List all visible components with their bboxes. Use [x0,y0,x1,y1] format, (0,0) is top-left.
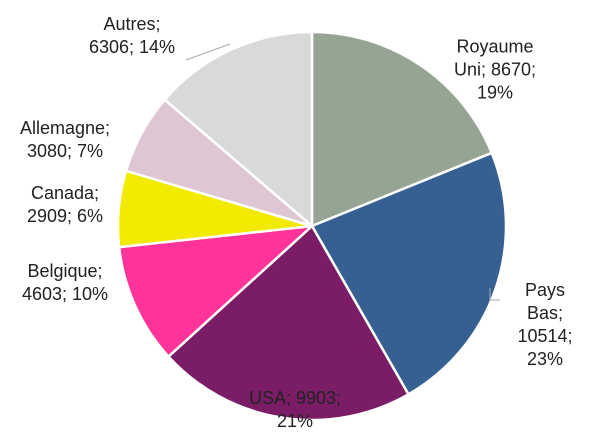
label-category: Royaume Uni [453,36,534,80]
data-label: Belgique; 4603; 10% [10,260,120,306]
pie-slice [117,224,316,359]
label-separator: ; [62,284,73,304]
label-value: 9903 [295,388,337,408]
label-value: 4603 [21,284,62,304]
data-label: USA; 9903; 21% [233,387,357,433]
label-value: 8670 [490,59,532,80]
label-percent: 6% [77,206,104,226]
label-category: Pays Bas [524,280,566,323]
label-separator: ; [97,261,103,281]
leader-line [185,43,231,61]
pie-slice [166,224,411,422]
label-separator: ; [558,303,564,323]
label-value: 2909 [26,206,67,226]
pie-slice [310,151,508,397]
label-percent: 7% [77,141,104,161]
label-category: USA [248,388,286,408]
label-category: Autres [103,14,156,34]
pie-slice [310,30,494,228]
label-percent: 23% [526,349,564,369]
pie-slice [163,30,314,229]
data-label: Royaume Uni; 8670; 19% [441,36,549,105]
label-separator: ; [336,388,342,408]
label-category: Belgique [27,261,98,281]
label-separator: ; [567,326,573,346]
data-label: Canada; 2909; 6% [15,182,115,228]
label-separator: ; [105,118,111,138]
label-separator: ; [285,388,296,408]
label-separator: ; [480,59,491,80]
label-separator: ; [531,59,537,80]
label-percent: 21% [276,411,314,431]
data-label: Pays Bas; 10514; 23% [505,279,585,371]
label-separator: ; [155,14,161,34]
label-percent: 14% [139,37,176,57]
label-percent: 19% [476,82,514,103]
leader-line [489,288,500,301]
label-category: Canada [30,183,95,203]
label-value: 6306 [88,37,129,57]
label-separator: ; [67,206,78,226]
label-separator: ; [67,141,78,161]
data-label: Autres; 6306; 14% [80,13,184,59]
label-value: 3080 [26,141,67,161]
label-value: 10514 [517,326,568,346]
label-category: Allemagne [19,118,106,138]
data-label: Allemagne; 3080; 7% [9,117,121,163]
label-separator: ; [129,37,140,57]
label-separator: ; [94,183,100,203]
label-percent: 10% [72,284,109,304]
